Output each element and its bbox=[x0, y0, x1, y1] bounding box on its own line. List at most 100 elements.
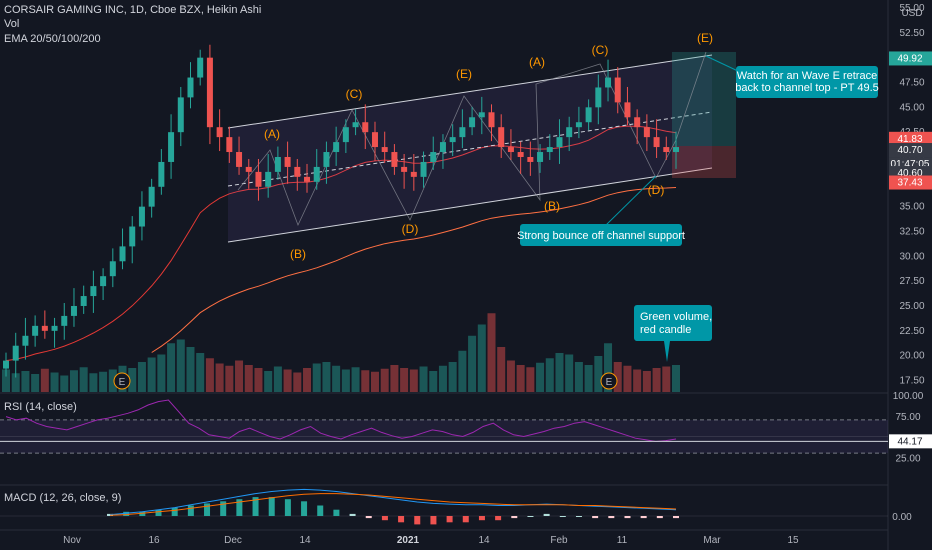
candle-body bbox=[410, 171, 417, 177]
volume-bar bbox=[487, 313, 496, 392]
price-tick: 17.50 bbox=[899, 375, 924, 386]
volume-bars bbox=[2, 313, 680, 392]
rsi-badge bbox=[889, 434, 932, 449]
volume-bar bbox=[633, 369, 642, 392]
candle-body bbox=[158, 161, 165, 187]
wave-label: (C) bbox=[346, 87, 363, 101]
volume-bar bbox=[574, 362, 583, 392]
wave-label: (D) bbox=[402, 222, 419, 236]
volume-bar bbox=[79, 367, 88, 392]
volume-bar bbox=[642, 371, 651, 392]
volume-bar bbox=[400, 368, 409, 392]
volume-bar bbox=[21, 371, 30, 392]
chart-title: CORSAIR GAMING INC, 1D, Cboe BZX, Heikin… bbox=[4, 4, 262, 16]
candle-body bbox=[673, 147, 679, 153]
volume-bar bbox=[526, 367, 535, 392]
macd-histogram-bar bbox=[592, 516, 599, 519]
macd-tick: 0.00 bbox=[892, 512, 912, 523]
candle-body bbox=[70, 305, 77, 316]
channel-mid-line bbox=[227, 111, 713, 187]
volume-bar bbox=[137, 362, 146, 392]
price-tick: 27.50 bbox=[899, 276, 924, 287]
note-pointer bbox=[604, 175, 657, 227]
macd-histogram-bar bbox=[252, 497, 259, 516]
volume-bar bbox=[497, 347, 506, 392]
candle-body bbox=[304, 176, 311, 182]
macd-histogram-bar bbox=[608, 516, 615, 519]
volume-bar bbox=[662, 366, 671, 392]
price-tick: 47.50 bbox=[899, 77, 924, 88]
volume-bar bbox=[157, 354, 166, 392]
macd-histogram-bar bbox=[284, 499, 291, 516]
macd-histogram-bar bbox=[511, 516, 518, 519]
candle-body bbox=[517, 152, 524, 157]
candle-body bbox=[605, 77, 612, 88]
candle-body bbox=[236, 152, 243, 167]
rsi-label: RSI (14, close) bbox=[4, 401, 77, 413]
volume-bar bbox=[419, 366, 428, 392]
volume-bar bbox=[176, 339, 185, 392]
volume-bar bbox=[429, 371, 438, 392]
macd-histogram-bar bbox=[365, 516, 372, 519]
candle-body bbox=[197, 57, 204, 78]
macd-histogram-bar bbox=[559, 516, 566, 517]
rsi-line bbox=[5, 399, 677, 443]
volume-bar bbox=[108, 369, 117, 392]
rsi-badge-text: 44.17 bbox=[897, 436, 922, 447]
candle-body bbox=[80, 296, 87, 306]
channel-fill bbox=[228, 55, 712, 242]
time-axis: Nov 16 Dec 14 2021 14 Feb 11 Mar 15 bbox=[63, 535, 799, 546]
volume-bar bbox=[477, 324, 486, 392]
volume-bar bbox=[516, 365, 525, 392]
price-badge bbox=[889, 51, 932, 66]
ema-50-line bbox=[151, 187, 677, 353]
note-pointer bbox=[664, 341, 670, 362]
wave-label: (C) bbox=[592, 43, 609, 57]
volume-bar bbox=[438, 365, 447, 392]
candle-body bbox=[22, 335, 29, 346]
volume-bar bbox=[11, 373, 20, 392]
candle-body bbox=[90, 286, 97, 297]
note-bounce-box bbox=[520, 224, 682, 246]
candle-body bbox=[527, 156, 534, 162]
volume-bar bbox=[31, 374, 40, 392]
candle-body bbox=[595, 87, 602, 108]
volume-bar bbox=[2, 369, 10, 392]
candle-body bbox=[61, 315, 68, 326]
candle-body bbox=[439, 142, 446, 153]
macd-histogram-bar bbox=[171, 507, 178, 516]
candle-body bbox=[32, 325, 39, 336]
macd-histogram-bar bbox=[414, 516, 421, 525]
earnings-marker bbox=[113, 372, 131, 390]
candle-body bbox=[401, 166, 408, 172]
macd-histogram-bar bbox=[527, 516, 534, 517]
price-tick: 55.00 bbox=[899, 3, 924, 14]
macd-histogram-bar bbox=[575, 516, 582, 517]
volume-bar bbox=[293, 372, 302, 392]
price-tick: 20.00 bbox=[899, 351, 924, 362]
volume-bar bbox=[264, 371, 273, 392]
candle-body bbox=[41, 325, 48, 331]
time-tick: Mar bbox=[703, 535, 721, 546]
volume-bar bbox=[215, 363, 224, 392]
volume-bar bbox=[244, 365, 253, 392]
note-volume-box bbox=[634, 305, 712, 341]
volume-bar bbox=[128, 368, 137, 392]
volume-bar bbox=[351, 367, 360, 392]
candle-body bbox=[3, 360, 9, 369]
macd-histogram-bar bbox=[155, 509, 162, 516]
earnings-marker-label: E bbox=[606, 377, 613, 388]
target-zone bbox=[672, 52, 736, 146]
macd-panel bbox=[0, 488, 888, 525]
volume-bar bbox=[303, 368, 312, 392]
candle-body bbox=[333, 142, 340, 153]
candle-body bbox=[148, 186, 155, 207]
volume-bar bbox=[341, 369, 350, 392]
rsi-tick: 100.00 bbox=[893, 391, 924, 402]
price-badge-text: 40.70 bbox=[897, 145, 922, 156]
currency-label: USD bbox=[901, 8, 922, 19]
candle-body bbox=[371, 132, 378, 148]
rsi-tick: 75.00 bbox=[895, 412, 920, 423]
price-badge-text: 40.60 bbox=[897, 168, 922, 179]
candle-body bbox=[51, 325, 58, 331]
